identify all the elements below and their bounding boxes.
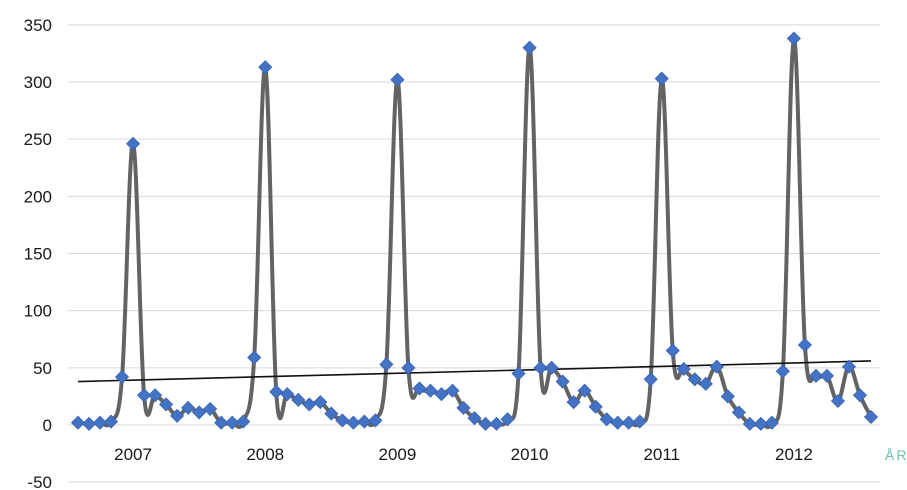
data-point-marker [797, 337, 812, 353]
data-point-marker [654, 71, 669, 86]
data-point-marker [225, 415, 240, 430]
data-point-marker [522, 40, 537, 55]
data-point-marker [610, 415, 625, 430]
y-tick-label: 50 [33, 359, 52, 378]
data-point-marker [720, 389, 735, 404]
y-tick-label: -50 [27, 473, 52, 490]
data-point-marker [500, 412, 515, 427]
data-point-marker [412, 381, 427, 396]
data-point-marker [830, 393, 846, 409]
data-point-marker [126, 136, 141, 151]
x-tick-label: 2010 [511, 445, 549, 464]
data-point-marker [621, 415, 636, 430]
data-point-marker [489, 416, 504, 431]
data-point-marker [753, 416, 768, 431]
data-point-marker [280, 387, 295, 402]
data-point-marker [643, 372, 658, 387]
y-tick-label: 100 [24, 302, 52, 321]
data-point-marker [764, 415, 779, 430]
data-point-marker [808, 368, 823, 383]
data-point-marker [214, 415, 229, 430]
data-point-marker [236, 414, 251, 429]
x-axis-tick-labels: 2007 2008 2009 2010 2011 2012 [114, 445, 813, 464]
data-point-marker [863, 409, 879, 425]
trend-line [77, 360, 872, 383]
data-point-marker [676, 361, 691, 377]
data-point-marker [92, 415, 108, 430]
data-point-marker [665, 343, 680, 358]
data-point-marker [423, 383, 438, 398]
data-point-marker [313, 395, 328, 410]
data-point-marker [555, 374, 570, 389]
y-tick-label: 0 [43, 416, 52, 435]
data-point-marker [709, 359, 724, 374]
data-point-marker [841, 359, 857, 374]
data-point-marker [291, 392, 306, 407]
data-point-marker [698, 376, 713, 391]
data-point-marker [632, 414, 647, 429]
data-point-marker [181, 400, 196, 415]
gridlines [68, 24, 880, 483]
y-tick-label: 300 [24, 73, 52, 92]
data-point-marker [114, 369, 130, 385]
data-point-marker [401, 360, 416, 375]
data-point-marker [357, 414, 372, 429]
data-point-marker [159, 397, 174, 412]
data-point-marker [269, 384, 284, 399]
x-axis-title: ÅR [885, 447, 907, 463]
data-point-marker [731, 405, 746, 420]
data-point-marker [599, 412, 614, 427]
data-point-marker [852, 388, 868, 403]
data-point-marker [511, 366, 526, 381]
data-point-marker [192, 405, 207, 420]
y-tick-label: 200 [24, 187, 52, 206]
x-tick-label: 2007 [114, 445, 152, 464]
data-point-marker [577, 383, 592, 398]
data-point-marker [786, 31, 801, 46]
data-point-marker [588, 399, 603, 414]
data-point-marker [390, 72, 405, 87]
data-point-marker [456, 400, 471, 415]
data-point-marker [566, 395, 581, 410]
data-point-marker [103, 414, 119, 429]
data-point-marker [533, 360, 548, 375]
y-tick-label: 150 [24, 245, 52, 264]
data-point-marker [203, 401, 218, 417]
data-point-marker [687, 372, 702, 387]
data-point-marker [346, 415, 361, 430]
data-point-marker [544, 360, 559, 375]
data-point-marker [335, 413, 350, 428]
data-point-marker [137, 388, 152, 403]
data-point-marker [247, 350, 262, 365]
data-point-marker [434, 387, 449, 402]
y-tick-label: 250 [24, 130, 52, 149]
data-point-marker [148, 388, 163, 403]
data-point-marker [170, 408, 185, 423]
data-point-marker [81, 416, 97, 431]
data-point-marker [445, 383, 460, 398]
data-point-marker [467, 411, 482, 426]
data-point-marker [478, 416, 493, 431]
data-point-marker [258, 60, 273, 75]
data-point-marker [368, 413, 383, 428]
y-axis-tick-labels: -50 0 50 100 150 200 250 300 350 [24, 16, 52, 490]
data-point-marker [819, 368, 835, 383]
data-point-marker [775, 364, 790, 379]
series-line [76, 36, 873, 430]
x-tick-label: 2011 [643, 445, 680, 464]
x-tick-label: 2012 [775, 445, 813, 464]
data-point-marker [742, 416, 757, 431]
data-markers [70, 31, 879, 431]
data-point-marker [324, 406, 339, 421]
x-tick-label: 2009 [378, 445, 416, 464]
data-point-marker [379, 357, 394, 372]
data-point-marker [70, 415, 86, 430]
y-tick-label: 350 [24, 16, 52, 35]
x-tick-label: 2008 [246, 445, 284, 464]
